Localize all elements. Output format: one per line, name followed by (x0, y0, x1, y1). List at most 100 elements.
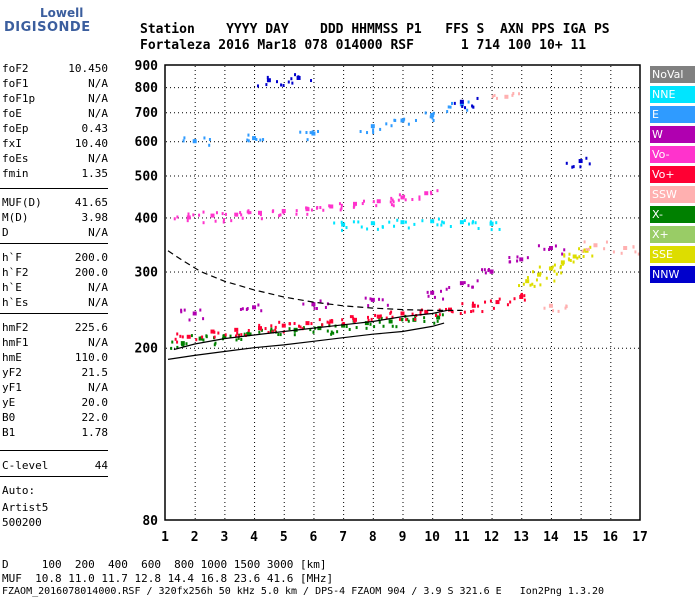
grid-dot (406, 112, 407, 114)
grid-dot (510, 271, 511, 273)
grid-dot (194, 294, 196, 295)
grid-dot (224, 454, 226, 455)
grid-dot (502, 175, 503, 177)
grid-dot (313, 414, 315, 415)
grid-dot (550, 166, 552, 167)
grid-dot (470, 175, 471, 177)
echo-speck (373, 325, 376, 329)
echo-speck (578, 247, 581, 251)
grid-dot (326, 271, 327, 273)
grid-dot (313, 290, 315, 291)
grid-dot (432, 106, 434, 107)
grid-dot (343, 94, 345, 95)
grid-dot (521, 462, 523, 463)
grid-dot (194, 442, 196, 443)
grid-dot (354, 141, 355, 143)
grid-dot (402, 294, 404, 295)
grid-dot (402, 490, 404, 491)
grid-dot (461, 214, 463, 215)
grid-dot (432, 282, 434, 283)
echo-speck (260, 217, 263, 221)
grid-dot (372, 210, 374, 211)
grid-dot (254, 178, 256, 179)
grid-dot (610, 154, 612, 155)
grid-dot (402, 86, 404, 87)
param-name: yF2 (2, 366, 22, 379)
grid-dot (326, 141, 327, 143)
grid-dot (343, 314, 345, 315)
grid-dot (546, 347, 547, 349)
echo-speck (224, 333, 227, 337)
param-value: 0.43 (81, 122, 109, 135)
grid-dot (254, 271, 255, 273)
grid-dot (622, 271, 623, 273)
grid-dot (224, 494, 226, 495)
grid-dot (491, 90, 493, 91)
grid-dot (550, 390, 552, 391)
grid-dot (224, 222, 226, 223)
grid-dot (238, 112, 239, 114)
grid-dot (206, 112, 207, 114)
grid-dot (402, 347, 403, 349)
grid-dot (521, 394, 523, 395)
echo-speck (445, 287, 448, 291)
echo-speck (190, 334, 193, 338)
grid-dot (550, 141, 551, 143)
grid-dot (254, 66, 256, 67)
grid-dot (224, 330, 226, 331)
echo-speck (294, 73, 297, 77)
grid-dot (550, 162, 552, 163)
grid-dot (402, 302, 404, 303)
grid-dot (372, 162, 374, 163)
grid-dot (491, 226, 493, 227)
grid-dot (494, 141, 495, 143)
grid-dot (491, 334, 493, 335)
grid-dot (610, 346, 612, 347)
echo-speck (414, 317, 417, 321)
grid-dot (550, 422, 552, 423)
echo-speck (279, 333, 282, 337)
grid-dot (224, 506, 226, 507)
y-tick-label: 800 (135, 81, 159, 96)
grid-dot (622, 175, 623, 177)
grid-dot (521, 506, 523, 507)
grid-dot (278, 112, 279, 114)
grid-dot (206, 175, 207, 177)
grid-dot (224, 430, 226, 431)
echo-point (341, 323, 346, 328)
grid-dot (514, 217, 515, 219)
grid-dot (224, 226, 226, 227)
grid-dot (343, 290, 345, 291)
grid-dot (343, 450, 345, 451)
grid-dot (343, 342, 345, 343)
grid-dot (634, 141, 635, 143)
grid-dot (432, 90, 434, 91)
grid-dot (521, 118, 523, 119)
grid-dot (254, 458, 256, 459)
grid-dot (313, 94, 315, 95)
grid-dot (374, 141, 375, 143)
param-name: foEs (2, 152, 29, 165)
grid-dot (222, 175, 223, 177)
grid-dot (491, 450, 493, 451)
grid-dot (194, 162, 196, 163)
grid-dot (194, 206, 196, 207)
grid-dot (521, 78, 523, 79)
grid-dot (458, 175, 459, 177)
echo-speck (236, 331, 239, 335)
grid-dot (343, 258, 345, 259)
grid-dot (322, 217, 323, 219)
echo-point (471, 303, 476, 308)
grid-dot (258, 347, 259, 349)
grid-dot (218, 112, 219, 114)
grid-dot (580, 238, 582, 239)
grid-dot (626, 271, 627, 273)
grid-dot (606, 87, 607, 89)
echo-speck (321, 323, 324, 327)
param-value: N/A (88, 107, 108, 120)
grid-dot (254, 346, 256, 347)
grid-dot (194, 266, 196, 267)
grid-dot (270, 271, 271, 273)
grid-dot (414, 141, 415, 143)
grid-dot (318, 87, 319, 89)
